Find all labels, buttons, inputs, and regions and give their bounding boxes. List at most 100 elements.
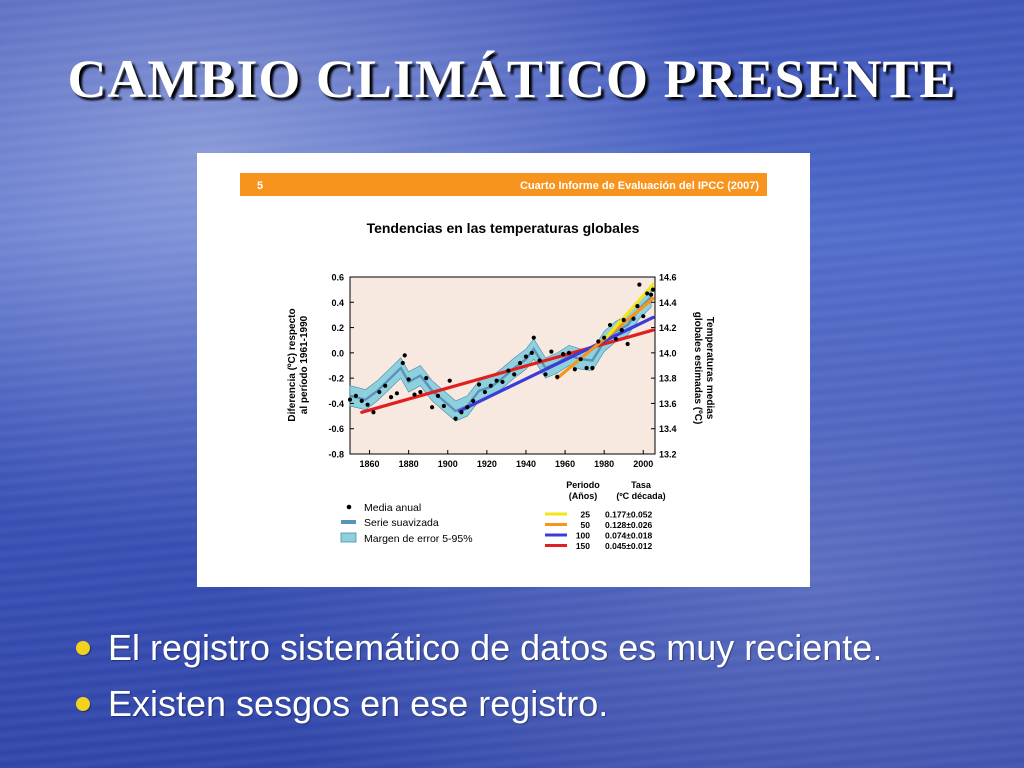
legend-annual-mean-marker xyxy=(346,504,352,510)
slide-title: CAMBIO CLIMÁTICO PRESENTE xyxy=(67,49,957,109)
trend-legend-period: 25 xyxy=(581,510,591,520)
bullet-dot-icon xyxy=(76,641,90,655)
annual-mean-point xyxy=(635,303,640,309)
chart-title: Tendencias en las temperaturas globales xyxy=(367,220,640,236)
y-tick-label: -0.2 xyxy=(328,374,344,384)
x-tick-label: 1940 xyxy=(516,459,536,469)
error-band-layer xyxy=(349,286,652,422)
trend-line-100 xyxy=(457,315,655,413)
bullet-list: El registro sistemático de datos es muy … xyxy=(76,620,996,732)
y-tick-label: 0.4 xyxy=(331,298,344,308)
annual-mean-point xyxy=(566,350,572,355)
annual-mean-point xyxy=(584,365,589,371)
annual-mean-point xyxy=(631,316,636,321)
y-axis-label-line2: al período 1961-1990 xyxy=(299,315,310,414)
legend-band-label: Margen de error 5-95% xyxy=(364,533,473,545)
y-axis-label-line1: Diferencia (ºC) respecto xyxy=(287,308,298,421)
annual-mean-point xyxy=(613,336,618,342)
annual-mean-point xyxy=(465,405,470,410)
trend-legend: Periodo (Años) Tasa (ºC década) 25 0.177±… xyxy=(545,480,666,551)
annual-mean-point xyxy=(441,403,446,409)
annual-mean-point xyxy=(359,398,364,403)
annual-mean-point xyxy=(418,389,423,395)
annual-mean-point xyxy=(353,393,358,398)
trend-legend-period: 100 xyxy=(576,531,590,541)
annual-mean-point xyxy=(482,389,488,395)
x-tick-label: 1900 xyxy=(438,459,458,469)
y-tick-label: 0.0 xyxy=(331,348,344,358)
trend-legend-rate-header: Tasa xyxy=(631,480,652,490)
annual-mean-point xyxy=(435,393,441,398)
legend: Media anual Serie suavizada Margen de er… xyxy=(340,502,473,545)
x-tick-label: 1980 xyxy=(594,459,614,469)
annual-mean-point xyxy=(555,374,560,379)
annual-mean-point xyxy=(650,287,656,292)
annual-mean-point xyxy=(424,376,429,381)
annual-mean-point xyxy=(621,317,626,323)
annual-mean-point xyxy=(377,389,382,395)
figure-header-title: Cuarto Informe de Evaluación del IPCC (2… xyxy=(520,180,759,192)
annual-mean-point xyxy=(645,291,650,296)
trend-legend-period-sub: (Años) xyxy=(569,491,598,501)
y-tick-label: 0.2 xyxy=(331,323,344,333)
annual-mean-point xyxy=(430,405,435,410)
annual-mean-point xyxy=(347,397,353,402)
trend-legend-period: 150 xyxy=(576,541,590,551)
annual-mean-point xyxy=(412,392,417,397)
annual-mean-point xyxy=(607,322,613,328)
trend-legend-rate: 0.177±0.052 xyxy=(605,510,652,520)
y2-tick-label: 13.8 xyxy=(659,374,677,384)
annual-mean-point xyxy=(637,282,642,287)
y2-tick-label: 13.2 xyxy=(659,450,677,460)
trend-legend-period: 50 xyxy=(581,520,591,530)
annual-mean-point xyxy=(447,378,452,383)
annual-mean-point xyxy=(590,365,595,371)
annual-mean-point xyxy=(394,391,400,396)
figure-header-number: 5 xyxy=(257,180,263,192)
annual-mean-point xyxy=(523,354,529,359)
annual-mean-point xyxy=(488,383,493,388)
x-tick-label: 1920 xyxy=(477,459,497,469)
axes-layer: 0.6 0.4 0.2 0.0 -0.2 -0.4 -0.6 -0.8 14.6 14.4 14.2… xyxy=(328,273,676,470)
annual-mean-point xyxy=(365,402,370,407)
annual-mean-point xyxy=(549,349,554,354)
annual-mean-point xyxy=(388,395,394,400)
annual-mean-point xyxy=(641,314,646,319)
annual-mean-point xyxy=(596,339,601,344)
y-tick-label: 0.6 xyxy=(331,273,344,283)
y2-tick-label: 14.2 xyxy=(659,323,677,333)
annual-mean-point xyxy=(517,360,523,366)
trend-legend-rate: 0.074±0.018 xyxy=(605,531,652,541)
annual-mean-point xyxy=(531,335,536,340)
legend-band-swatch xyxy=(340,532,357,543)
annual-mean-point xyxy=(602,335,607,340)
legend-annual-mean-label: Media anual xyxy=(364,502,421,514)
y2-tick-label: 13.4 xyxy=(659,424,677,434)
error-band xyxy=(349,286,652,422)
annual-mean-point xyxy=(494,378,499,383)
y2-tick-label: 13.6 xyxy=(659,399,677,409)
y2-tick-label: 14.6 xyxy=(659,273,677,283)
annual-mean-points xyxy=(347,282,656,421)
y2-axis-label-line2: globales estimadas (ºC) xyxy=(692,312,703,425)
annual-mean-point xyxy=(459,410,464,415)
x-tick-label: 1880 xyxy=(399,459,419,469)
annual-mean-point xyxy=(476,382,482,387)
annual-mean-point xyxy=(383,383,388,388)
annual-mean-point xyxy=(506,368,511,373)
y2-axis-label-line1: Temperaturas medias xyxy=(704,317,715,420)
annual-mean-point xyxy=(453,416,458,421)
bullet-item: El registro sistemático de datos es muy … xyxy=(76,620,996,676)
x-tick-label: 1960 xyxy=(555,459,575,469)
trend-legend-rate: 0.128±0.026 xyxy=(605,520,652,530)
bullet-text: Existen sesgos en ese registro. xyxy=(108,683,609,724)
y-tick-label: -0.8 xyxy=(328,450,344,460)
annual-mean-point xyxy=(543,372,548,377)
bullet-dot-icon xyxy=(76,697,90,711)
annual-mean-point xyxy=(572,367,577,372)
ipcc-figure: 5 Cuarto Informe de Evaluación del IPCC … xyxy=(197,153,810,587)
figure-header-bar xyxy=(240,173,767,196)
temperature-chart: 5 Cuarto Informe de Evaluación del IPCC … xyxy=(240,173,767,551)
annual-mean-point xyxy=(619,328,624,333)
smoothed-series-line xyxy=(349,296,652,413)
